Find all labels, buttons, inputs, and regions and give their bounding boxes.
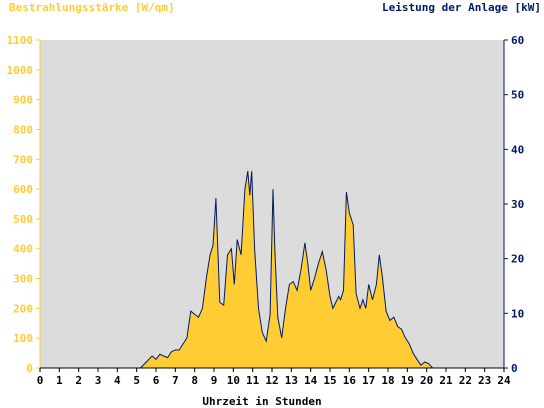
x-tick-label: 6 [153,374,160,387]
x-axis-label: Uhrzeit in Stunden [202,395,321,408]
irradiance-area [40,165,504,368]
left-tick-label: 300 [13,273,33,286]
x-tick-label: 9 [211,374,218,387]
x-axis-ticks: 0 1 2 3 4 5 6 7 8 9 10 11 12 13 14 15 16 17 18 19 20 21 22 23 24 [37,368,511,387]
left-tick-label: 600 [13,183,33,196]
x-tick-label: 20 [420,374,433,387]
left-tick-label: 800 [13,123,33,136]
left-tick-label: 1100 [7,34,34,47]
x-tick-label: 2 [75,374,82,387]
left-tick-label: 1000 [7,64,34,77]
x-tick-label: 18 [381,374,394,387]
right-tick-label: 40 [511,143,524,156]
left-axis-ticks: 0 100 200 300 400 500 600 700 800 900 1000 1100 [7,34,40,375]
x-tick-label: 16 [343,374,357,387]
right-tick-label: 50 [511,89,524,102]
right-tick-label: 0 [511,362,518,375]
left-tick-label: 700 [13,153,33,166]
x-tick-label: 24 [497,374,511,387]
x-tick-label: 19 [401,374,414,387]
x-tick-label: 12 [265,374,278,387]
x-tick-label: 3 [95,374,102,387]
x-tick-label: 13 [285,374,298,387]
x-tick-label: 23 [478,374,491,387]
right-tick-label: 60 [511,34,524,47]
x-tick-label: 21 [439,374,453,387]
left-tick-label: 0 [26,362,33,375]
power-line [40,171,504,369]
left-tick-label: 200 [13,302,33,315]
right-axis-title: Leistung der Anlage [kW] [382,1,541,14]
right-tick-label: 20 [511,253,524,266]
x-tick-label: 22 [459,374,472,387]
x-tick-label: 15 [323,374,336,387]
x-tick-label: 10 [227,374,240,387]
left-axis-title: Bestrahlungsstärke [W/qm] [9,1,175,14]
left-tick-label: 900 [13,94,33,107]
right-tick-label: 30 [511,198,524,211]
left-tick-label: 100 [13,332,33,345]
x-tick-label: 14 [304,374,318,387]
x-tick-label: 11 [246,374,260,387]
x-tick-label: 8 [191,374,198,387]
x-tick-label: 17 [362,374,375,387]
right-axis-ticks: 0 10 20 30 40 50 60 [504,34,524,375]
left-tick-label: 400 [13,243,33,256]
x-tick-label: 7 [172,374,179,387]
left-tick-label: 500 [13,213,33,226]
x-tick-label: 5 [133,374,140,387]
right-tick-label: 10 [511,307,524,320]
x-tick-label: 4 [114,374,121,387]
x-tick-label: 1 [56,374,63,387]
x-tick-label: 0 [37,374,44,387]
